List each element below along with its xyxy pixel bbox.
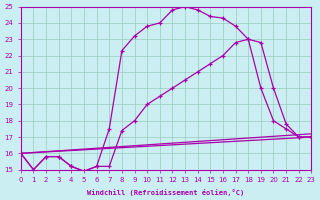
X-axis label: Windchill (Refroidissement éolien,°C): Windchill (Refroidissement éolien,°C) [87, 189, 245, 196]
